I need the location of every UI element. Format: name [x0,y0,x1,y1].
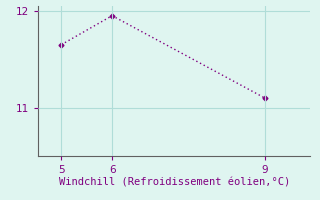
X-axis label: Windchill (Refroidissement éolien,°C): Windchill (Refroidissement éolien,°C) [59,178,290,188]
